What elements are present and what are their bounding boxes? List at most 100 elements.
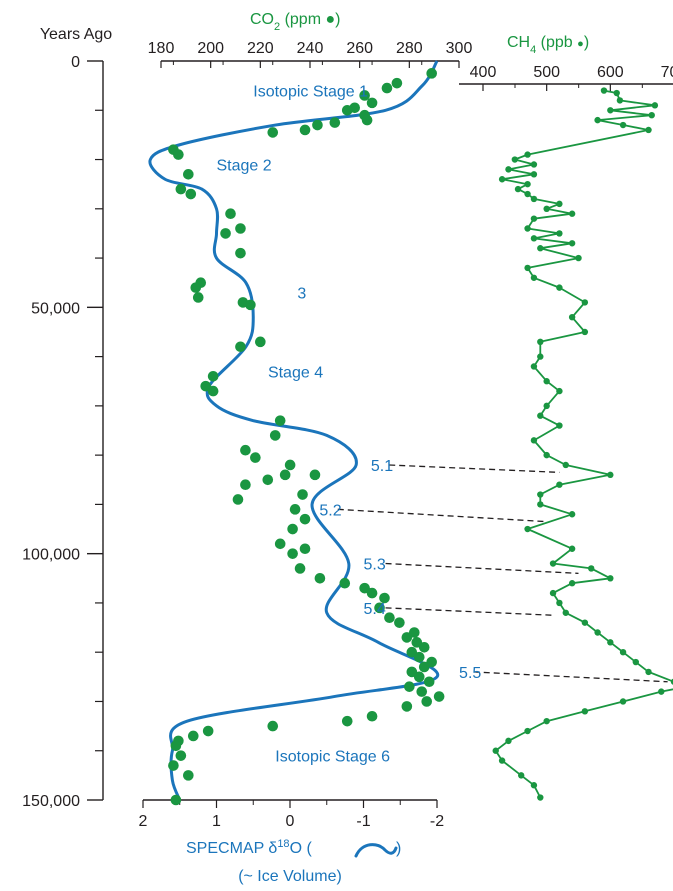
co2-point: [418, 641, 430, 653]
ch4-point: [619, 121, 627, 129]
ch4-axis-title: CH4 (ppb ●): [507, 34, 589, 56]
ch4-point: [568, 545, 576, 552]
co2-point: [433, 691, 445, 702]
co2-point: [240, 479, 251, 490]
co2-point: [175, 750, 187, 761]
co2-point: [426, 656, 437, 668]
d18o-tick-label: 2: [139, 813, 148, 830]
ch4-point: [537, 794, 544, 801]
co2-point: [185, 188, 197, 200]
ch4-point: [648, 111, 655, 119]
d18o-ticks: 2 1 0 -1 -2: [139, 800, 444, 830]
ch4-point: [568, 580, 576, 587]
ch4-point: [543, 205, 550, 212]
co2-point: [175, 183, 187, 195]
ch4-point: [607, 575, 614, 582]
co2-point: [240, 444, 251, 456]
co2-point: [235, 223, 246, 234]
ch4-point: [556, 481, 563, 488]
co2-point: [391, 77, 403, 89]
co2-axis-title: CO2 (ppm ●): [250, 11, 340, 33]
co2-point: [406, 646, 418, 658]
co2-tick-label: 220: [247, 40, 274, 57]
co2-point: [366, 97, 378, 109]
stage-annotation: Stage 2: [217, 157, 272, 174]
ch4-point: [543, 451, 550, 459]
co2-point: [314, 573, 326, 584]
co2-point: [404, 681, 415, 692]
ch4-point: [613, 89, 620, 97]
co2-point: [170, 794, 182, 806]
ch4-series: [492, 87, 673, 801]
correlation-link: [473, 671, 668, 683]
ch4-point: [549, 560, 557, 567]
ch4-point: [530, 235, 538, 242]
ch4-point: [549, 589, 557, 597]
ch4-ticks: 400 500 600 700: [470, 64, 673, 91]
ch4-point: [568, 210, 576, 217]
co2-point: [220, 228, 231, 239]
co2-point: [418, 661, 430, 673]
ch4-point: [581, 619, 589, 626]
co2-point: [366, 587, 378, 599]
ch4-point: [524, 151, 531, 158]
co2-point: [406, 666, 418, 678]
co2-point: [245, 299, 256, 311]
ch4-point: [575, 254, 582, 262]
ch4-point: [530, 363, 538, 370]
co2-point: [232, 494, 244, 505]
ch4-point: [537, 501, 544, 508]
co2-point: [426, 68, 437, 79]
co2-ticks: 180 200 220 240 260 280 300: [148, 40, 473, 68]
d18o-tick-label: 1: [212, 813, 221, 830]
ch4-tick-label: 400: [470, 64, 497, 81]
co2-point: [207, 385, 219, 397]
co2-point: [401, 632, 413, 643]
co2-point: [379, 592, 390, 604]
ch4-point: [530, 161, 538, 168]
ch4-point: [600, 87, 608, 94]
ch4-point: [607, 471, 614, 479]
y-tick-label: 0: [71, 54, 80, 71]
ch4-point: [537, 245, 544, 252]
co2-point: [381, 82, 393, 94]
co2-point: [187, 730, 199, 742]
ch4-point: [581, 299, 589, 306]
co2-point: [299, 513, 311, 525]
ch4-point: [537, 353, 544, 360]
stage-annotation: 5.4: [364, 601, 386, 618]
ch4-point: [543, 402, 550, 410]
co2-point: [299, 543, 311, 555]
co2-point: [411, 637, 423, 648]
ch4-point: [530, 215, 538, 222]
ch4-point: [594, 629, 601, 636]
co2-point: [192, 292, 204, 303]
co2-tick-label: 300: [446, 40, 473, 57]
ch4-point: [581, 328, 589, 336]
co2-point: [200, 380, 211, 392]
y-axis-title: Years Ago: [40, 26, 112, 43]
co2-point: [416, 686, 428, 697]
ch4-line: [494, 89, 673, 798]
co2-point: [250, 452, 261, 463]
co2-point: [183, 169, 194, 180]
d18o-legend-wave-icon: [354, 843, 398, 858]
stage-annotation: Isotopic Stage 1: [253, 84, 368, 101]
ch4-point: [556, 422, 563, 429]
co2-point: [339, 577, 351, 589]
co2-point: [294, 563, 306, 574]
co2-point: [341, 715, 353, 727]
co2-point: [421, 696, 433, 707]
ch4-point: [524, 525, 531, 533]
ch4-point: [530, 437, 538, 444]
ch4-point: [619, 649, 627, 656]
ch4-point: [530, 171, 538, 178]
ch4-point: [658, 688, 665, 695]
ch4-point: [562, 461, 569, 469]
co2-point: [170, 740, 182, 752]
co2-point: [312, 119, 323, 131]
co2-point: [287, 523, 298, 535]
co2-series: [168, 68, 445, 806]
y-tick-label: 50,000: [31, 300, 80, 317]
co2-point: [366, 710, 378, 722]
